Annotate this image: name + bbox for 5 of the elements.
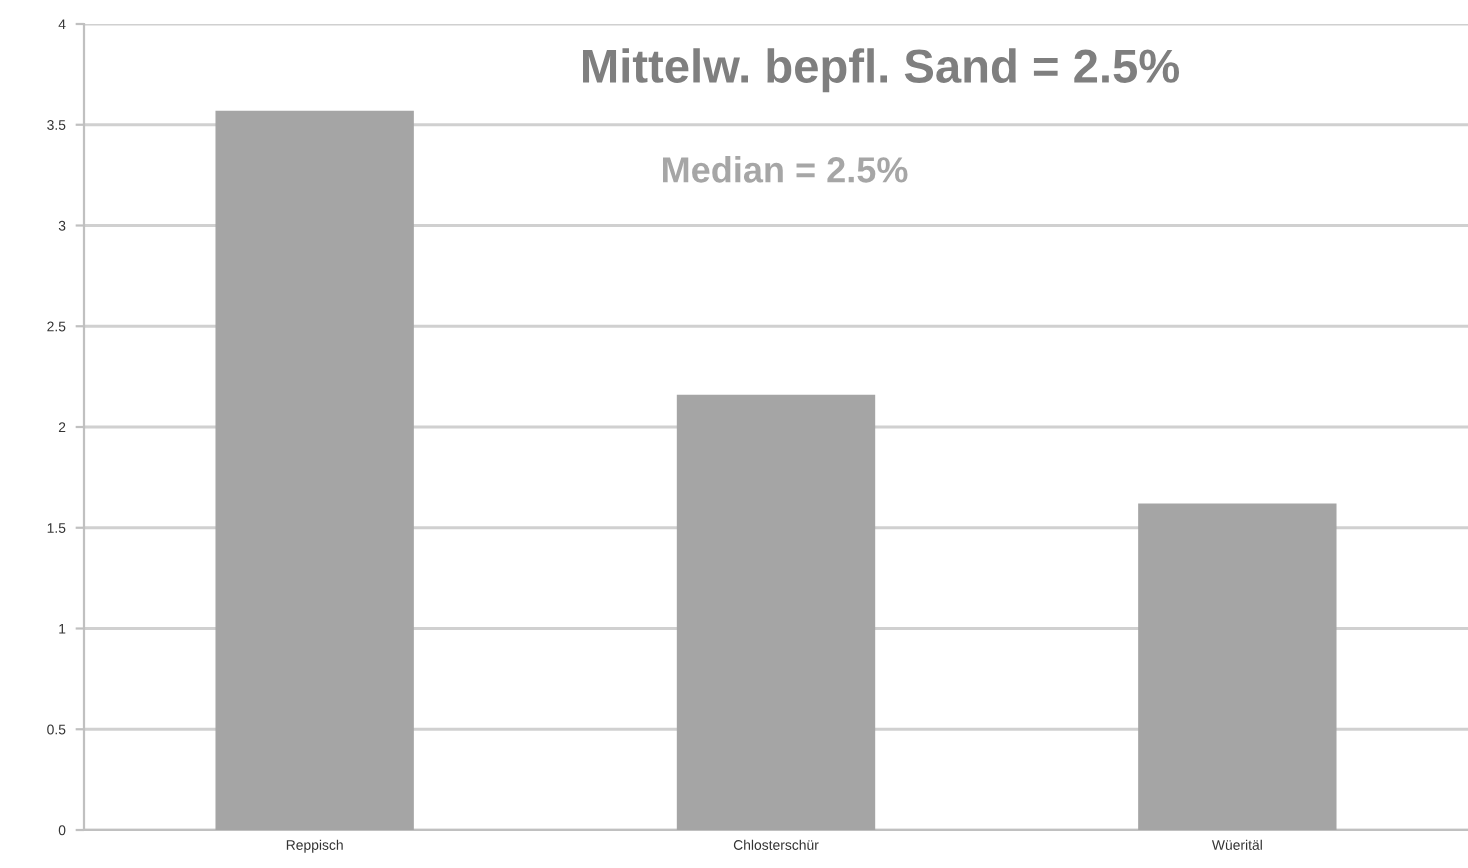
bar	[676, 394, 876, 830]
bar	[215, 110, 414, 830]
annotation: Median = 2.5%	[663, 156, 908, 183]
bar	[1138, 503, 1337, 830]
annotation: Mittelw. bepfl. Sand = 2.5%	[583, 48, 1180, 93]
